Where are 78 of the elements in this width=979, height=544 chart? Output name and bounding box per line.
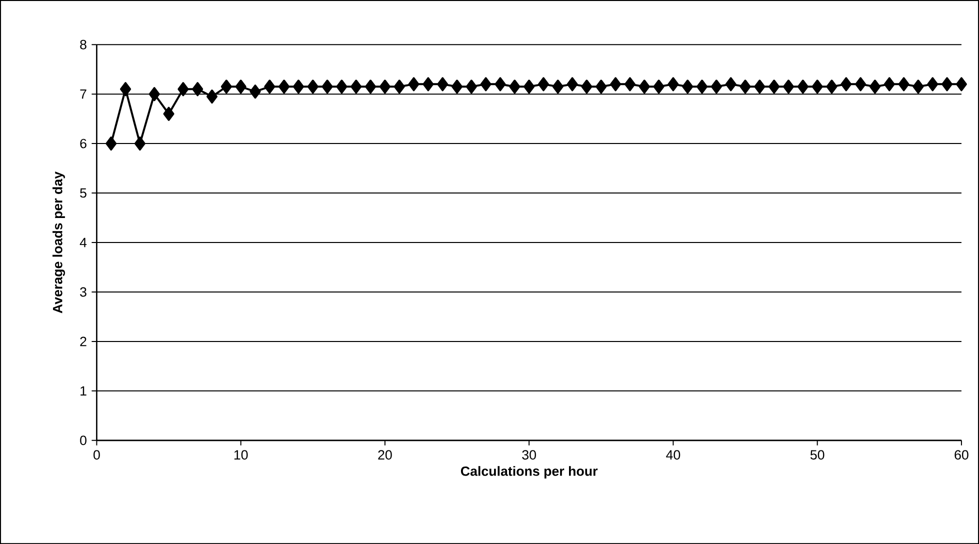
point [710, 80, 722, 94]
point [538, 77, 550, 92]
x-axis-title: Calculations per hour [460, 466, 598, 478]
y-tick-label: 2 [80, 336, 86, 346]
point [106, 136, 117, 151]
point [509, 80, 520, 94]
point [552, 80, 564, 94]
point [322, 80, 333, 94]
y-tick-label: 5 [80, 188, 86, 198]
y-tick-label: 1 [80, 386, 86, 396]
y-tick-label: 6 [80, 138, 86, 148]
point [696, 80, 708, 94]
point [610, 77, 622, 92]
point [422, 77, 434, 92]
point [365, 80, 376, 94]
point [494, 77, 506, 92]
x-tick-label: 40 [666, 450, 680, 460]
point [725, 77, 736, 92]
x-tick-label: 10 [234, 450, 248, 460]
point [855, 77, 866, 92]
point [408, 77, 420, 92]
point [480, 77, 492, 92]
point [956, 77, 967, 92]
point [581, 80, 592, 94]
point [566, 77, 578, 92]
point [350, 80, 362, 94]
point [638, 80, 650, 94]
point [163, 106, 174, 121]
x-tick-label: 0 [94, 450, 100, 460]
point [942, 77, 953, 92]
point [148, 87, 160, 102]
point [466, 80, 477, 94]
x-tick-label: 50 [810, 450, 824, 460]
point [768, 80, 780, 94]
point [120, 82, 132, 96]
point [826, 80, 838, 94]
point [206, 89, 218, 104]
point [250, 84, 261, 99]
point [754, 80, 766, 94]
x-tick-label: 30 [522, 450, 536, 460]
point [220, 80, 232, 94]
point [783, 80, 794, 94]
y-tick-label: 7 [80, 89, 86, 99]
point [668, 77, 679, 92]
point [192, 82, 204, 96]
point [797, 80, 808, 94]
point [927, 77, 938, 92]
point [379, 80, 390, 94]
point [596, 80, 607, 94]
point [912, 80, 924, 94]
y-axis-title: Average loads per day [52, 172, 66, 314]
x-tick-label: 20 [378, 450, 392, 460]
point [884, 77, 895, 92]
point [898, 77, 910, 92]
point [178, 82, 189, 96]
point [235, 80, 246, 94]
x-tick-label: 60 [954, 450, 968, 460]
point [292, 80, 304, 94]
point [307, 80, 318, 94]
y-tick-label: 8 [80, 40, 86, 50]
point [682, 80, 694, 94]
point [869, 80, 880, 94]
point [134, 136, 146, 151]
point [278, 80, 290, 94]
point [394, 80, 405, 94]
point [812, 80, 823, 94]
point [653, 80, 664, 94]
point [437, 77, 448, 92]
point [740, 80, 751, 94]
point [452, 80, 463, 94]
point [336, 80, 348, 94]
y-tick-label: 0 [80, 436, 86, 446]
point [840, 77, 852, 92]
y-tick-label: 4 [80, 238, 87, 248]
point [624, 77, 636, 92]
point [264, 80, 276, 94]
y-tick-label: 3 [80, 287, 86, 297]
point [524, 80, 535, 94]
